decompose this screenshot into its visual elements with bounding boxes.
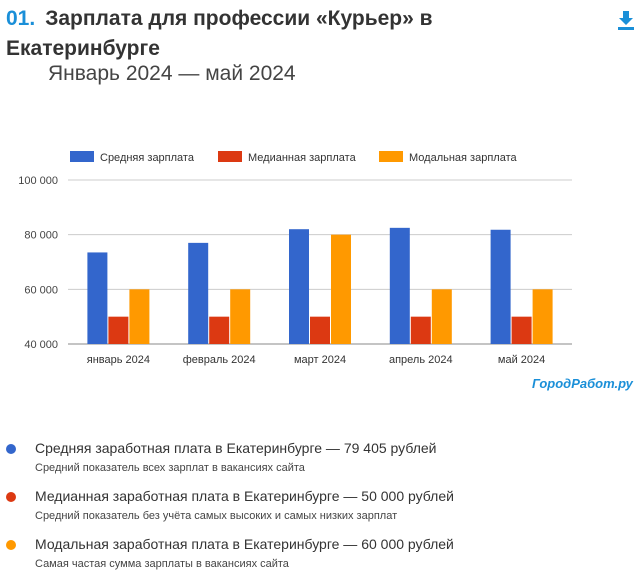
y-tick-label: 100 000 (18, 175, 58, 187)
bar (209, 316, 230, 344)
x-tick-label: март 2024 (294, 354, 346, 366)
bar (230, 289, 251, 344)
title-line-1: 01. Зарплата для профессии «Курьер» в (6, 4, 606, 34)
bar (289, 229, 309, 344)
note-title: Средняя заработная плата в Екатеринбурге… (35, 440, 437, 456)
x-tick-label: апрель 2024 (389, 354, 453, 366)
y-tick-label: 60 000 (24, 284, 58, 296)
title-number: 01. (6, 7, 36, 30)
bar (310, 316, 330, 344)
bar (108, 316, 129, 344)
bar-chart: Средняя зарплата Медианная зарплата Модаль… (0, 140, 640, 400)
chart-svg: Средняя зарплата Медианная зарплата Модаль… (18, 151, 572, 366)
download-icon[interactable] (614, 8, 638, 32)
bar (87, 252, 108, 344)
title-text-1: Зарплата для профессии «Курьер» в (45, 7, 433, 30)
note-desc: Средний показатель без учёта самых высок… (35, 510, 398, 522)
note-title: Медианная заработная плата в Екатеринбур… (35, 488, 454, 504)
bar (410, 316, 431, 344)
legend-swatch (70, 151, 94, 162)
x-tick-label: май 2024 (498, 354, 545, 366)
bar (331, 234, 351, 344)
legend-swatch (218, 151, 242, 162)
note-title: Модальная заработная плата в Екатеринбур… (35, 536, 454, 552)
bar (431, 289, 452, 344)
bar (389, 227, 410, 344)
note-dot-average (6, 444, 16, 454)
watermark-logo: ГородРабот.ру (532, 376, 633, 391)
note-dot-mode (6, 540, 16, 550)
note-dot-median (6, 492, 16, 502)
bar (129, 289, 150, 344)
legend-swatch (379, 151, 403, 162)
y-tick-label: 80 000 (24, 230, 58, 242)
bar (490, 229, 511, 344)
x-tick-label: январь 2024 (87, 354, 150, 366)
y-tick-label: 40 000 (24, 339, 58, 351)
chart-subtitle: Январь 2024 — май 2024 (48, 62, 296, 85)
x-tick-label: февраль 2024 (183, 354, 256, 366)
note-desc: Самая частая сумма зарплаты в вакансиях … (35, 558, 289, 570)
note-desc: Средний показатель всех зарплат в ваканс… (35, 462, 305, 474)
legend-label: Медианная зарплата (248, 152, 357, 164)
bar (188, 242, 209, 344)
bar (532, 289, 553, 344)
legend-label: Модальная зарплата (409, 152, 517, 164)
chart-title: 01. Зарплата для профессии «Курьер» в Ека… (6, 4, 606, 64)
bar (511, 316, 532, 344)
legend-label: Средняя зарплата (100, 152, 195, 164)
title-line-2: Екатеринбурге (6, 37, 160, 60)
